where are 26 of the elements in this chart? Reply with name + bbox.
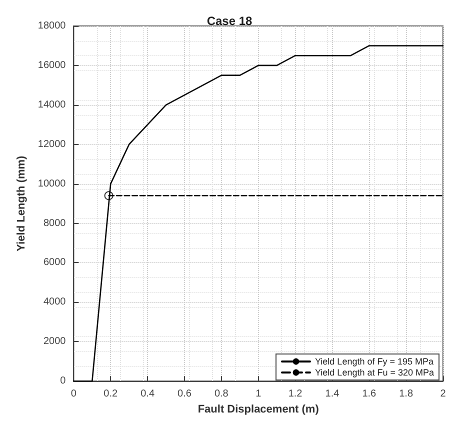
x-tick-label: 0 bbox=[70, 388, 77, 400]
y-tick-label: 12000 bbox=[38, 138, 66, 150]
x-tick-label: 1.6 bbox=[362, 388, 377, 400]
x-tick-label: 2 bbox=[440, 388, 446, 400]
chart-title: Case 18 bbox=[206, 14, 253, 28]
x-tick-label: 0.6 bbox=[178, 388, 192, 400]
x-tick-label: 1.8 bbox=[399, 388, 414, 400]
y-tick-label: 18000 bbox=[38, 20, 66, 32]
x-tick-label: 1.2 bbox=[288, 388, 303, 400]
y-axis-title: Yield Length (mm) bbox=[16, 155, 28, 252]
x-tick-label: 0.8 bbox=[214, 388, 229, 400]
legend-label: Yield Length at Fu = 320 MPa bbox=[315, 368, 434, 378]
y-tick-label: 0 bbox=[60, 376, 66, 387]
x-tick-label: 1 bbox=[256, 388, 262, 400]
y-tick-label: 14000 bbox=[38, 99, 66, 110]
y-tick-label: 2000 bbox=[43, 336, 66, 348]
y-tick-label: 16000 bbox=[38, 60, 66, 71]
x-tick-label: 0.4 bbox=[140, 388, 155, 400]
y-tick-label: 10000 bbox=[38, 178, 66, 190]
x-tick-label: 0.2 bbox=[104, 388, 118, 400]
y-tick-label: 6000 bbox=[43, 257, 66, 268]
x-tick-label: 1.4 bbox=[325, 388, 340, 400]
legend-label: Yield Length of Fy = 195 MPa bbox=[315, 356, 434, 366]
y-tick-label: 4000 bbox=[43, 296, 66, 308]
y-tick-label: 8000 bbox=[43, 218, 66, 229]
x-axis-title: Fault Displacement (m) bbox=[198, 404, 320, 416]
